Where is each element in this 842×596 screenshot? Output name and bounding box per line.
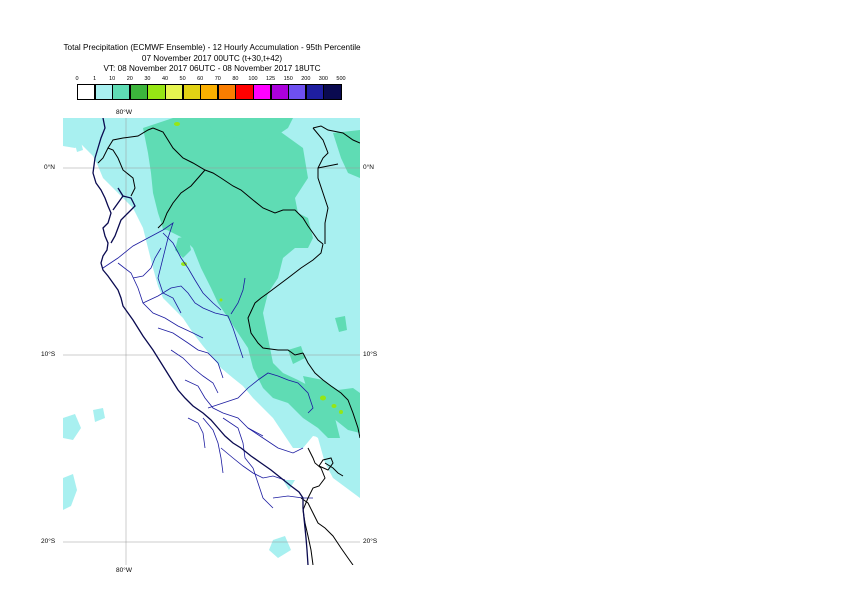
heavy-rain-spot — [331, 404, 337, 408]
legend-threshold-label: 40 — [161, 76, 169, 82]
lon-label-top: 80°W — [116, 109, 132, 116]
heavy-rain-spot — [320, 395, 326, 401]
lat-label-right-10s: 10°S — [363, 351, 378, 358]
legend-threshold-label: 150 — [283, 76, 293, 82]
moderate-rain-area — [159, 208, 181, 230]
lat-label-left-20s: 20°S — [41, 538, 56, 545]
legend-threshold-labels: 0 1 10 20 30 40 50 60 70 80 100 125 150 200 300 500 — [0, 76, 842, 86]
light-rain-patch — [75, 142, 83, 152]
moderate-rain-area — [335, 316, 347, 332]
legend-color-box — [112, 84, 131, 100]
region-borders — [102, 221, 314, 509]
legend-color-box — [235, 84, 254, 100]
lon-label-bottom: 80°W — [116, 567, 132, 574]
light-rain-patch — [63, 474, 77, 510]
moderate-rain-area — [143, 118, 340, 438]
color-legend — [77, 84, 342, 100]
legend-threshold-label: 10 — [109, 76, 116, 82]
legend-color-box — [323, 84, 342, 100]
lat-label-right-20s: 20°S — [363, 538, 378, 545]
legend-threshold-label: 1 — [93, 76, 97, 82]
heavy-rain-spot — [339, 410, 343, 414]
legend-threshold-label: 300 — [318, 76, 328, 82]
legend-color-box — [129, 84, 148, 100]
moderate-rain-area — [333, 130, 360, 178]
legend-threshold-label: 80 — [232, 76, 239, 82]
legend-threshold-label: 30 — [144, 76, 151, 82]
heavy-rain-spot — [174, 122, 180, 126]
legend-color-box — [217, 84, 236, 100]
light-rain-patch — [93, 408, 105, 422]
legend-threshold-label: 200 — [301, 76, 311, 82]
legend-color-box — [77, 84, 96, 100]
light-rain-patch — [63, 414, 81, 440]
country-borders — [97, 125, 360, 565]
legend-threshold-label: 100 — [248, 76, 258, 82]
lat-label-left-10s: 10°S — [41, 351, 56, 358]
legend-threshold-label: 20 — [126, 76, 133, 82]
legend-color-box — [270, 84, 289, 100]
legend-threshold-label: 70 — [214, 76, 221, 82]
legend-threshold-label: 50 — [179, 76, 186, 82]
legend-color-box — [182, 84, 201, 100]
legend-color-box — [94, 84, 113, 100]
coastline — [92, 118, 309, 565]
legend-color-box — [252, 84, 272, 100]
precipitation-map — [63, 118, 360, 565]
legend-threshold-label: 0 — [75, 76, 79, 82]
lat-label-left-0: 0°N — [44, 164, 55, 171]
legend-color-box — [164, 84, 184, 100]
legend-color-box — [305, 84, 324, 100]
legend-threshold-label: 500 — [336, 76, 346, 82]
light-rain-patch — [63, 123, 85, 148]
legend-threshold-label: 60 — [197, 76, 204, 82]
legend-color-box — [288, 84, 307, 100]
coastline-north — [110, 187, 136, 244]
moderate-rain-area — [203, 118, 293, 143]
moderate-rain-area — [175, 236, 191, 258]
legend-color-box — [147, 84, 166, 100]
light-rain-patch — [269, 536, 291, 558]
coastline-gulf — [112, 195, 124, 211]
graticule — [63, 118, 360, 565]
legend-color-box — [200, 84, 219, 100]
lat-label-right-0: 0°N — [363, 164, 374, 171]
legend-threshold-label: 125 — [266, 76, 276, 82]
moderate-rain-area — [303, 376, 360, 433]
heavy-rain-spot — [219, 298, 223, 302]
